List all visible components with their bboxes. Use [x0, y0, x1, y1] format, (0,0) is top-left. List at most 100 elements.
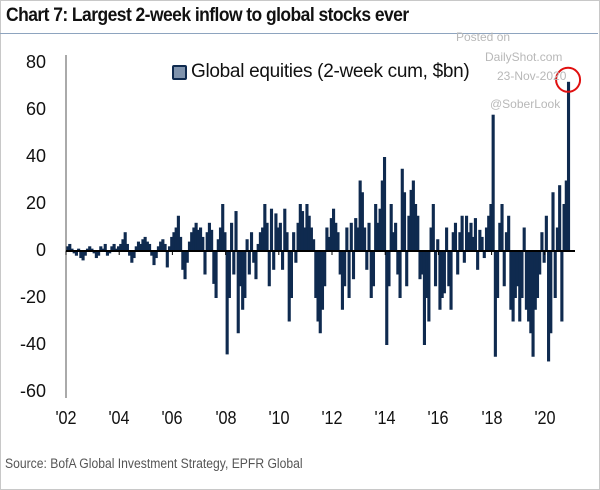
legend: Global equities (2-week cum, $bn) [172, 61, 470, 83]
bar [132, 251, 136, 259]
bar [243, 251, 247, 298]
bar [345, 227, 349, 251]
bar [531, 251, 535, 357]
bar [482, 251, 486, 259]
bar [97, 251, 101, 256]
bar [332, 208, 336, 251]
bar [462, 251, 466, 263]
y-tick-label: -40 [19, 334, 46, 354]
bar [500, 204, 504, 251]
bar [465, 215, 469, 251]
bar [551, 192, 555, 251]
bar [141, 239, 145, 251]
bar [99, 246, 103, 251]
bar [110, 246, 114, 251]
bar [196, 229, 200, 251]
bar [108, 251, 112, 254]
bar [318, 251, 322, 334]
bar [207, 222, 211, 251]
bar [325, 227, 329, 251]
bar [156, 246, 160, 251]
bar [502, 251, 506, 287]
bar [351, 251, 356, 280]
bar [422, 251, 426, 345]
bar [378, 208, 382, 251]
bar [371, 251, 376, 287]
y-tick-label: 80 [25, 52, 46, 72]
bar [292, 232, 296, 251]
bar [161, 239, 165, 251]
y-tick-label: 0 [35, 240, 46, 260]
bar [396, 251, 400, 275]
bar [103, 243, 107, 251]
legend-label: Global equities (2-week cum, $bn) [191, 61, 470, 82]
bar [258, 232, 262, 251]
bar [309, 227, 313, 251]
bar [533, 251, 537, 310]
bar [343, 251, 347, 287]
bar [323, 251, 327, 287]
bar [555, 227, 559, 251]
bar [272, 251, 276, 270]
bar [285, 232, 289, 251]
bar [123, 232, 127, 251]
bar [307, 215, 311, 251]
watermark-site: DailyShot.com [485, 50, 563, 64]
bar [236, 251, 240, 334]
bar [418, 251, 422, 280]
bar [199, 227, 203, 251]
bar [391, 232, 395, 251]
bar [564, 180, 568, 251]
bar [411, 180, 415, 251]
bar [458, 232, 462, 251]
bar [394, 222, 398, 251]
bar [119, 243, 123, 251]
legend-swatch [172, 64, 187, 80]
bar [223, 232, 227, 251]
title-divider [0, 33, 598, 34]
bar [489, 204, 493, 251]
bar [349, 222, 353, 251]
bar [194, 222, 198, 251]
bar [254, 251, 258, 280]
bar [427, 251, 431, 322]
bar [522, 227, 526, 251]
y-tick-label: -20 [19, 287, 46, 307]
bar [402, 192, 407, 251]
bar [212, 251, 216, 284]
bar [274, 213, 278, 251]
bar [136, 241, 141, 251]
bar [170, 236, 174, 251]
bar [469, 222, 473, 251]
bar [139, 243, 143, 251]
bar [112, 243, 116, 251]
watermark-date: 23-Nov-2020 [497, 69, 567, 83]
bar [225, 251, 229, 355]
bar [241, 251, 245, 310]
bar [218, 227, 223, 251]
bar [369, 251, 373, 298]
bar [172, 232, 176, 251]
bar [445, 227, 449, 251]
bar [380, 180, 384, 251]
bar [496, 251, 500, 298]
x-tick-label: '06 [161, 408, 183, 428]
bar [398, 251, 402, 298]
bar [121, 239, 125, 251]
bar [387, 251, 391, 287]
bar [498, 222, 502, 251]
bar [360, 192, 364, 251]
bar [547, 251, 551, 362]
bar [389, 204, 393, 251]
bar [298, 204, 302, 251]
bar [83, 251, 87, 256]
bar [327, 236, 331, 251]
bar [460, 215, 464, 251]
bar [524, 251, 528, 310]
bar [409, 189, 413, 251]
watermark-posted: Posted on [456, 30, 511, 44]
bar [88, 246, 92, 251]
x-tick-label: '20 [534, 408, 556, 428]
bar [66, 246, 70, 251]
bar [558, 185, 562, 251]
